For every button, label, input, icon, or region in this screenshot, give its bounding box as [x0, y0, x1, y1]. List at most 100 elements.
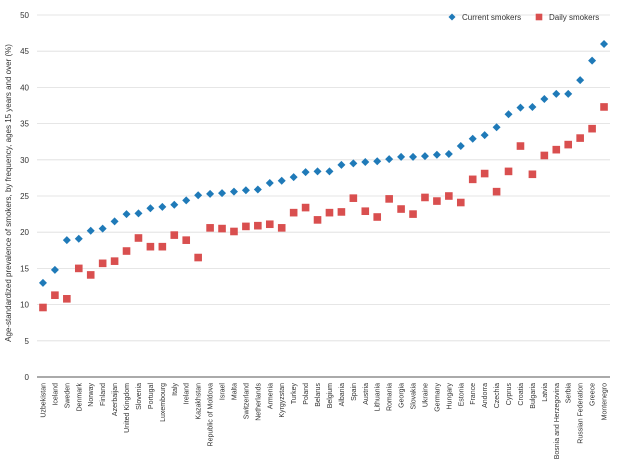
daily-smokers-point — [588, 124, 596, 133]
x-tick-label: Lithuania — [375, 383, 382, 412]
x-tick-label: Sweden — [64, 383, 71, 408]
legend: Current smokers Daily smokers — [448, 13, 599, 22]
x-tick-label: Uzbekistan — [40, 383, 47, 418]
x-tick-label: Iceland — [52, 383, 59, 406]
x-tick-label: Bosnia and Herzegovina — [554, 383, 561, 459]
daily-smokers-point — [504, 167, 513, 176]
x-tick-label: Luxembourg — [160, 383, 167, 422]
daily-smokers-point — [480, 169, 489, 178]
x-tick-label: Switzerland — [243, 383, 250, 419]
daily-smokers-point — [516, 142, 525, 150]
current-smokers-point — [492, 123, 501, 132]
x-tick-label: Finland — [100, 383, 107, 406]
daily-smokers-point — [122, 247, 131, 255]
y-tick-label: 5 — [25, 337, 30, 346]
current-smokers-point — [528, 102, 537, 111]
x-tick-label: Armenia — [267, 383, 274, 409]
current-smokers-point — [349, 159, 358, 168]
daily-smokers-point — [110, 257, 119, 265]
x-tick-label: Ukraine — [422, 383, 429, 407]
x-tick-label: Georgia — [399, 383, 406, 408]
current-smokers-point — [432, 150, 441, 159]
x-tick-label: Azerbaijan — [112, 383, 119, 416]
daily-smokers-point — [74, 264, 83, 273]
current-smokers-point — [456, 142, 465, 151]
y-tick-label: 15 — [20, 264, 29, 273]
x-tick-label: Republic of Moldova — [208, 383, 215, 447]
daily-smokers-point — [313, 216, 322, 224]
x-tick-label: Cyprus — [506, 383, 513, 406]
x-tick-label: Slovenia — [136, 383, 143, 410]
daily-smokers-point — [564, 140, 573, 149]
current-smokers-point — [241, 186, 250, 195]
x-tick-label: Montenegro — [602, 383, 609, 420]
daily-smokers-point — [218, 224, 226, 233]
daily-smokers-point — [576, 134, 584, 142]
current-smokers-point — [588, 56, 597, 65]
daily-smokers-point — [349, 194, 358, 202]
current-smokers-point — [337, 160, 346, 169]
x-tick-label: Belarus — [315, 383, 322, 407]
daily-smokers-point — [361, 207, 370, 216]
current-smokers-point — [385, 155, 394, 164]
x-tick-label: Malta — [231, 383, 238, 400]
current-smokers-point — [122, 210, 131, 219]
current-smokers-point — [194, 191, 203, 200]
daily-smokers-point — [51, 291, 59, 299]
current-smokers-point — [409, 152, 418, 161]
current-smokers-point — [313, 167, 322, 176]
x-tick-label: Estonia — [458, 383, 465, 406]
x-tick-label: Slovakia — [411, 383, 418, 410]
daily-smokers-point — [301, 203, 310, 212]
x-tick-label: Italy — [172, 383, 179, 396]
daily-smokers-point — [433, 197, 441, 205]
daily-smokers-point — [528, 170, 537, 179]
x-tick-label: Norway — [88, 383, 95, 407]
legend-current-smokers-label: Current smokers — [462, 13, 521, 22]
y-tick-label: 25 — [20, 192, 29, 201]
current-smokers-point — [480, 131, 489, 140]
current-smokers-point — [289, 173, 298, 182]
x-tick-label: Russian Federation — [578, 383, 585, 444]
legend-daily-smokers-label: Daily smokers — [549, 13, 599, 22]
daily-smokers-point — [456, 198, 465, 207]
current-smokers-point — [564, 89, 573, 98]
daily-smokers-point — [445, 192, 453, 200]
daily-smokers-point — [409, 210, 417, 218]
current-smokers-point — [504, 110, 513, 119]
current-smokers-point — [50, 265, 59, 274]
x-tick-label: Romania — [387, 383, 394, 411]
current-smokers-point — [516, 103, 525, 112]
current-smokers-point — [62, 236, 71, 245]
current-smokers-point — [468, 134, 477, 143]
current-smokers-point — [134, 209, 143, 218]
daily-smokers-point — [134, 234, 143, 242]
current-smokers-point — [265, 178, 274, 187]
y-tick-label: 30 — [20, 156, 29, 165]
x-tick-label: Poland — [303, 383, 310, 405]
current-smokers-point — [182, 196, 191, 205]
x-tick-label: Bulgaria — [530, 383, 537, 409]
current-smokers-point — [229, 187, 238, 196]
daily-smokers-point — [552, 145, 561, 154]
daily-smokers-point — [242, 222, 250, 231]
current-smokers-point — [576, 76, 585, 85]
current-smokers-point — [253, 185, 262, 194]
x-tick-label: Turkey — [291, 383, 298, 405]
daily-smokers-point — [230, 227, 238, 236]
daily-smokers-point — [206, 224, 214, 232]
legend-current-smokers-swatch — [448, 13, 456, 21]
daily-smokers-point — [277, 224, 286, 232]
current-smokers-point — [373, 157, 382, 166]
x-tick-label: France — [470, 383, 477, 405]
x-tick-label: Andorra — [482, 383, 489, 408]
x-tick-label: Kyrgyzstan — [279, 383, 286, 418]
current-smokers-point — [397, 152, 406, 161]
y-tick-label: 45 — [20, 47, 29, 56]
current-smokers-point — [74, 234, 83, 243]
gridlines — [37, 14, 610, 342]
x-tick-label: Portugal — [148, 383, 155, 410]
daily-smokers-point — [325, 208, 334, 217]
current-smokers-point — [552, 89, 561, 98]
